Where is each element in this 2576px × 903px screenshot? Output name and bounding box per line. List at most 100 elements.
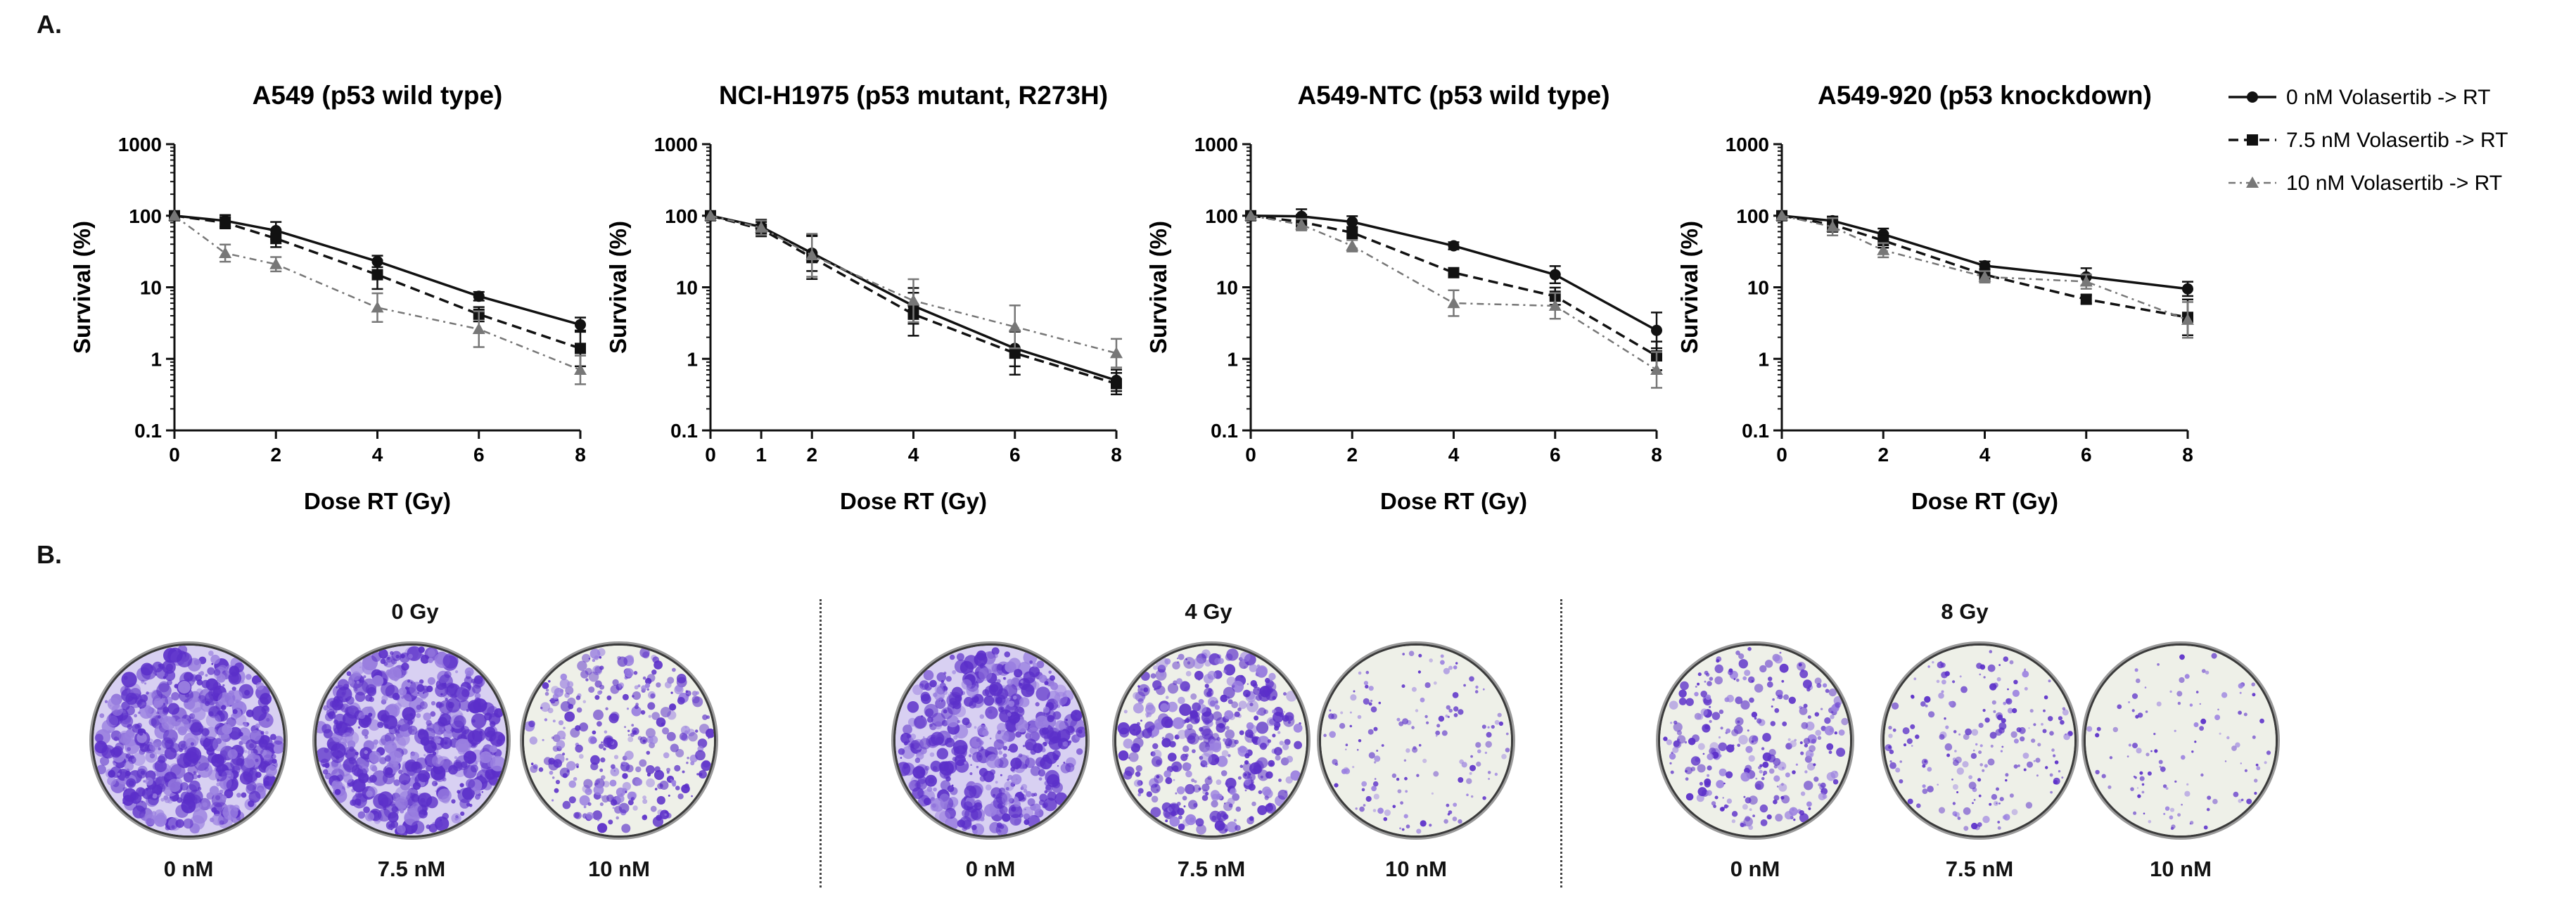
y-tick-label: 1000 <box>654 134 698 155</box>
x-tick-label: 6 <box>1009 444 1021 466</box>
series-3 <box>168 209 587 385</box>
colony-plate <box>1321 646 1511 835</box>
chart-title: A549 (p53 wild type) <box>253 81 503 110</box>
series-3 <box>1244 209 1663 389</box>
data-point <box>1978 270 1991 282</box>
y-tick-label: 10 <box>1747 277 1769 299</box>
x-tick-label: 4 <box>1448 444 1460 466</box>
data-point <box>1295 218 1308 230</box>
data-point <box>755 221 768 233</box>
data-point <box>575 342 586 354</box>
concentration-label: 7.5 nM <box>1177 857 1246 881</box>
data-point <box>1110 347 1123 359</box>
plate-image <box>895 646 1085 835</box>
data-point <box>371 269 383 281</box>
y-tick-label: 1000 <box>118 134 162 155</box>
series-line <box>1250 214 1657 332</box>
data-point <box>1826 220 1839 232</box>
x-tick-label: 4 <box>1979 444 1991 466</box>
chart-1: A549 (p53 wild type) 0.1 1 10 100 1000 0 2 4 6 8 Do… <box>69 81 587 514</box>
colony-plate <box>317 646 506 835</box>
y-tick-label: 0.1 <box>670 420 698 442</box>
colony-plate <box>1116 646 1306 835</box>
x-axis-label: Dose RT (Gy) <box>304 488 451 514</box>
legend-item-2: 7.5 nM Volasertib -> RT <box>2229 129 2508 152</box>
legend-label: 10 nM Volasertib -> RT <box>2286 172 2502 195</box>
legend-label: 7.5 nM Volasertib -> RT <box>2286 129 2508 152</box>
data-point <box>472 323 485 335</box>
plate-image <box>94 646 283 835</box>
legend-marker <box>2246 177 2259 188</box>
y-tick-label: 100 <box>665 205 698 227</box>
data-point <box>1346 216 1358 228</box>
colony-plate <box>1885 646 2074 835</box>
concentration-label: 10 nM <box>2150 857 2212 881</box>
y-tick-label: 10 <box>676 277 698 299</box>
y-tick-label: 1 <box>687 348 698 370</box>
series-3 <box>704 209 1123 369</box>
concentration-label: 7.5 nM <box>377 857 446 881</box>
series-line <box>174 214 581 350</box>
data-point <box>1650 364 1663 376</box>
data-point <box>269 257 283 269</box>
series-line <box>1250 214 1657 357</box>
series-line <box>1781 214 2188 290</box>
data-point <box>2181 313 2194 325</box>
colony-plate <box>524 646 714 835</box>
data-point <box>907 294 920 306</box>
chart-title: A549-NTC (p53 wild type) <box>1297 81 1609 110</box>
x-axis-label: Dose RT (Gy) <box>1911 488 2058 514</box>
chart-title: A549-920 (p53 knockdown) <box>1818 81 2152 110</box>
y-tick-label: 100 <box>1205 205 1238 227</box>
legend-item-1: 0 nM Volasertib -> RT <box>2229 86 2490 109</box>
y-axis-label: Survival (%) <box>1145 221 1171 354</box>
chart-4: A549-920 (p53 knockdown) 0.1 1 10 100 1000 0 2 4… <box>1676 81 2194 514</box>
data-point <box>371 301 384 313</box>
data-point <box>704 209 717 221</box>
data-point <box>1548 299 1562 311</box>
y-tick-label: 0.1 <box>134 420 162 442</box>
data-point <box>219 246 232 258</box>
series-line <box>1781 214 2188 321</box>
data-point <box>1008 320 1021 332</box>
x-tick-label: 6 <box>473 444 485 466</box>
data-point <box>1009 347 1021 359</box>
concentration-label: 0 nM <box>965 857 1016 881</box>
y-axis-label: Survival (%) <box>1676 221 1702 354</box>
y-tick-label: 1 <box>1758 348 1769 370</box>
colony-plate <box>895 646 1085 835</box>
group-divider <box>1560 599 1562 888</box>
x-tick-label: 2 <box>806 444 817 466</box>
y-tick-label: 1000 <box>1194 134 1238 155</box>
y-tick-label: 1 <box>151 348 162 370</box>
plate-image <box>2086 646 2276 835</box>
data-point <box>1549 269 1561 281</box>
colony-plate <box>2086 646 2276 835</box>
plate-image <box>524 646 714 835</box>
plate-image <box>1116 646 1306 835</box>
dose-label: 4 Gy <box>1185 599 1232 624</box>
dose-label: 0 Gy <box>391 599 439 624</box>
data-point <box>1111 378 1122 390</box>
data-point <box>1448 267 1460 278</box>
concentration-label: 0 nM <box>1730 857 1780 881</box>
y-tick-label: 100 <box>129 205 162 227</box>
data-point <box>574 364 587 376</box>
series-1 <box>1245 208 1662 350</box>
legend-marker <box>2247 91 2258 103</box>
x-tick-label: 4 <box>908 444 919 466</box>
group-divider <box>820 599 822 888</box>
x-tick-label: 1 <box>755 444 767 466</box>
series-3 <box>1775 209 2194 339</box>
data-point <box>805 249 819 261</box>
data-point <box>2079 275 2093 287</box>
concentration-label: 0 nM <box>163 857 214 881</box>
concentration-label: 10 nM <box>1385 857 1447 881</box>
data-point <box>2182 283 2193 295</box>
data-point <box>270 233 282 245</box>
legend: 0 nM Volasertib -> RT 7.5 nM Volasertib -… <box>2229 86 2508 195</box>
x-tick-label: 8 <box>1111 444 1122 466</box>
y-tick-label: 10 <box>140 277 162 299</box>
data-point <box>575 319 586 331</box>
